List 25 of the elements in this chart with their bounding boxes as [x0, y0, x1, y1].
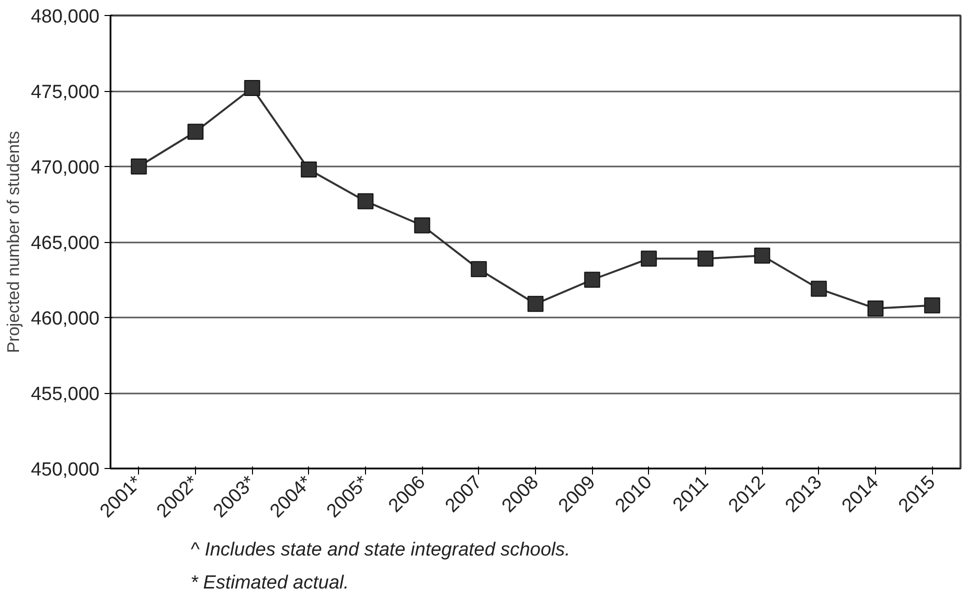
point — [640, 250, 657, 267]
point — [528, 296, 544, 312]
point — [810, 280, 827, 297]
point — [300, 162, 317, 178]
point — [698, 250, 714, 267]
point — [358, 193, 374, 210]
point — [868, 300, 884, 316]
point — [244, 80, 260, 96]
point — [754, 248, 770, 264]
y-tick-label: 450,000 — [30, 460, 100, 480]
point — [470, 261, 487, 278]
y-tick-label: 470,000 — [30, 158, 100, 178]
y-tick-label: 475,000 — [30, 82, 100, 103]
point — [130, 158, 147, 174]
point — [414, 217, 430, 234]
y-tick-label: 465,000 — [30, 233, 100, 254]
text: * Estimated actual. — [190, 572, 349, 594]
text: ^ Includes state and state integrated schools. — [190, 540, 570, 560]
y-tick-label: 455,000 — [30, 384, 100, 405]
point — [924, 297, 940, 314]
y-tick-label: 480,000 — [30, 6, 100, 28]
y-tick-label: 460,000 — [30, 308, 100, 330]
point — [188, 124, 204, 140]
point — [584, 272, 600, 288]
y-axis-title: Projected number of students — [4, 130, 23, 354]
